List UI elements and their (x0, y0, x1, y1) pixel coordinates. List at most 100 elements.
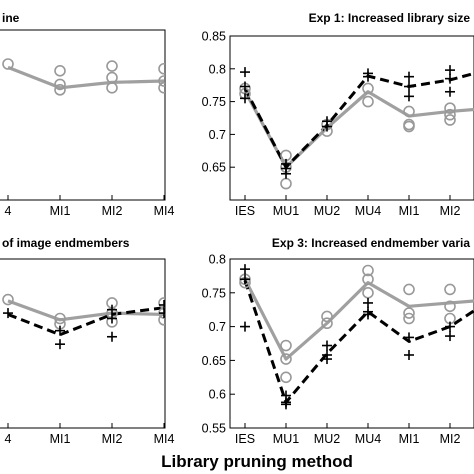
y-tick-label: 0.75 (202, 286, 226, 300)
mean-line-gray (7, 299, 165, 322)
mean-line-gray (7, 65, 165, 90)
circle-marker (444, 283, 456, 296)
circle-marker (54, 312, 66, 325)
y-tick-label: 0.7 (209, 128, 226, 142)
circle-marker (362, 273, 374, 286)
x-tick-label: MI2 (440, 432, 461, 446)
plus-marker (404, 349, 414, 360)
plus-marker (240, 81, 250, 92)
plot-layer: 4 MI1 MI2 MI4 0.65 0.7 0.75 0.8 0.85 IES MU1 MU2 MU4… (0, 29, 474, 446)
plus-marker (281, 168, 291, 179)
plus-marker (281, 399, 291, 410)
circle-marker (444, 300, 456, 313)
x-tick-label: IES (235, 204, 255, 218)
plus-marker (404, 91, 414, 102)
x-tick-label: MU2 (314, 204, 340, 218)
y-tick-label: 0.75 (202, 95, 226, 109)
mean-line-dashed (243, 71, 474, 169)
circle-marker (106, 82, 118, 94)
plus-marker (240, 93, 250, 104)
plus-marker (107, 331, 117, 342)
panel-title-bottom-right: Exp 3: Increased endmember varia (272, 236, 470, 250)
circle-marker (403, 307, 415, 319)
circle-marker (54, 84, 66, 96)
plus-marker (240, 67, 250, 78)
plus-marker (3, 308, 13, 319)
x-tick-label: MU2 (314, 432, 340, 446)
plus-marker (404, 332, 414, 343)
x-tick-label: MU1 (273, 432, 299, 446)
x-tick-label: 4 (5, 204, 12, 218)
y-tick-label: 0.8 (209, 253, 226, 267)
y-tick-label: 0.85 (202, 30, 226, 44)
circle-marker (158, 82, 165, 94)
circle-marker (362, 286, 374, 299)
plus-marker (240, 264, 250, 275)
plus-marker (404, 71, 414, 82)
plot-frame (229, 258, 474, 429)
mean-line-dashed (243, 280, 474, 404)
x-tick-label: MU1 (273, 204, 299, 218)
plus-marker (55, 339, 65, 350)
plus-marker (159, 308, 165, 319)
panel-top-right: 0.65 0.7 0.75 0.8 0.85 IES MU1 MU2 MU4 MI1 MI2 (202, 30, 474, 218)
x-tick-label: MI2 (102, 432, 123, 446)
y-tick-label: 0.55 (202, 422, 226, 436)
x-tick-label: MI1 (399, 432, 420, 446)
circle-marker (280, 353, 292, 365)
circle-marker (444, 102, 456, 114)
plot-data-area (2, 58, 165, 96)
plus-marker (363, 309, 373, 320)
circle-marker (54, 78, 66, 91)
plot-frame (229, 35, 474, 201)
plus-marker (322, 340, 332, 351)
panel-title-top-right: Exp 1: Increased library size (309, 11, 471, 25)
circle-marker (280, 339, 292, 352)
plus-marker (445, 65, 455, 76)
circle-marker (403, 105, 415, 118)
circle-marker (106, 60, 118, 72)
circle-marker (362, 264, 374, 277)
panel-bottom-left: 4 MI1 MI2 MI4 (0, 258, 175, 446)
plus-marker (445, 331, 455, 342)
circle-marker (321, 317, 333, 330)
y-tick-label: 0.6 (209, 388, 226, 402)
plot-data-area (2, 293, 165, 350)
circle-marker (403, 120, 415, 133)
x-tick-label: MI1 (50, 204, 71, 218)
mean-line-gray (243, 278, 474, 361)
panel-title-top-left: ine (2, 11, 20, 25)
plus-marker (107, 313, 117, 324)
panel-bottom-right: 0.55 0.6 0.65 0.7 0.75 0.8 IES MU1 MU2 MU4 MI1 MI2 (202, 253, 474, 446)
panel-top-left: 4 MI1 MI2 MI4 (0, 29, 174, 218)
circle-marker (444, 114, 456, 126)
x-tick-label: IES (235, 432, 255, 446)
plot-data-area (239, 65, 474, 190)
x-axis-label: Library pruning method (161, 452, 353, 471)
plus-marker (445, 321, 455, 332)
circle-marker (403, 283, 415, 296)
y-tick-label: 0.7 (209, 320, 226, 334)
circle-marker (158, 62, 165, 75)
plus-marker (55, 325, 65, 336)
x-tick-label: 4 (5, 432, 12, 446)
plus-marker (363, 297, 373, 308)
circle-marker (362, 82, 374, 95)
plus-marker (322, 121, 332, 132)
circle-marker (280, 177, 292, 190)
y-tick-label: 0.65 (202, 161, 226, 175)
x-tick-label: MI4 (154, 432, 175, 446)
plus-marker (404, 81, 414, 92)
plus-marker (445, 86, 455, 97)
circle-marker (158, 75, 165, 87)
plus-marker (445, 73, 455, 84)
circle-marker (280, 371, 292, 384)
circle-marker (403, 312, 415, 325)
y-tick-label: 0.65 (202, 354, 226, 368)
x-tick-label: MI1 (50, 432, 71, 446)
plus-marker (322, 354, 332, 365)
plot-frame (0, 29, 166, 201)
plus-marker (240, 321, 250, 332)
plot-frame (0, 258, 166, 429)
